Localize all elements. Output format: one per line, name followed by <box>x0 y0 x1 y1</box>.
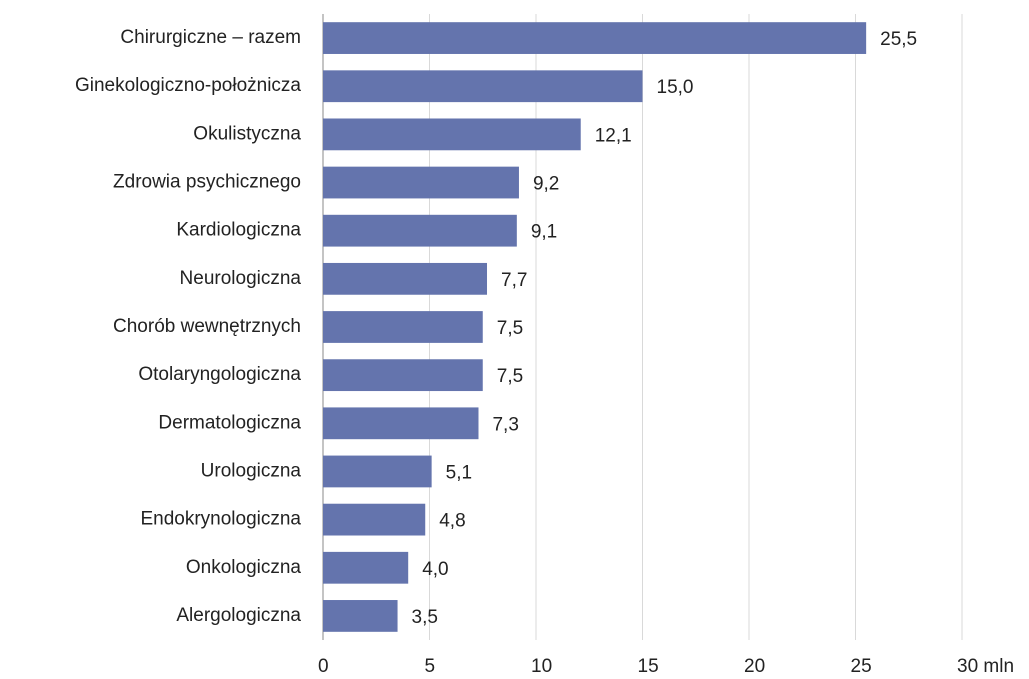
bar <box>323 600 398 632</box>
y-tick-label: Otolaryngologiczna <box>138 364 301 385</box>
bar <box>323 166 519 199</box>
x-tick-label: 30 mln <box>957 656 1014 677</box>
bar <box>323 407 479 440</box>
bar <box>323 22 867 54</box>
value-label: 7,3 <box>492 414 518 435</box>
bar <box>323 214 517 247</box>
value-label: 7,7 <box>501 270 527 291</box>
value-label: 7,5 <box>497 366 523 387</box>
value-label: 25,5 <box>880 29 917 50</box>
value-label: 4,0 <box>422 559 448 580</box>
bar <box>323 70 643 103</box>
bar <box>323 503 426 536</box>
y-tick-label: Endokrynologiczna <box>140 509 301 530</box>
x-tick-label: 10 <box>531 656 552 677</box>
bar <box>323 118 581 151</box>
y-tick-label: Dermatologiczna <box>158 412 301 433</box>
y-tick-label: Chorób wewnętrznych <box>113 316 301 337</box>
x-tick-label: 5 <box>425 656 436 677</box>
bar <box>323 262 488 295</box>
x-tick-label: 15 <box>638 656 659 677</box>
x-tick-label: 25 <box>851 656 872 677</box>
y-tick-label: Zdrowia psychicznego <box>113 172 301 193</box>
x-tick-label: 0 <box>318 656 329 677</box>
bar <box>323 311 483 343</box>
y-tick-label: Neurologiczna <box>180 268 302 289</box>
y-tick-label: Onkologiczna <box>186 557 302 578</box>
y-tick-label: Kardiologiczna <box>176 220 301 241</box>
y-tick-label: Urologiczna <box>201 460 302 481</box>
y-tick-label: Ginekologiczno-położnicza <box>75 75 301 96</box>
value-label: 5,1 <box>446 462 472 483</box>
value-label: 4,8 <box>439 511 465 532</box>
value-label: 12,1 <box>595 125 632 146</box>
y-tick-label: Chirurgiczne – razem <box>120 27 301 48</box>
value-label: 15,0 <box>657 77 694 98</box>
value-label: 3,5 <box>412 607 438 628</box>
x-tick-label: 20 <box>744 656 765 677</box>
y-tick-label: Alergologiczna <box>176 605 301 626</box>
bar <box>323 455 432 488</box>
value-label: 9,1 <box>531 222 557 243</box>
value-label: 9,2 <box>533 174 559 195</box>
bar <box>323 359 483 392</box>
y-tick-label: Okulistyczna <box>193 123 301 144</box>
value-label: 7,5 <box>497 318 523 339</box>
bar <box>323 551 409 584</box>
